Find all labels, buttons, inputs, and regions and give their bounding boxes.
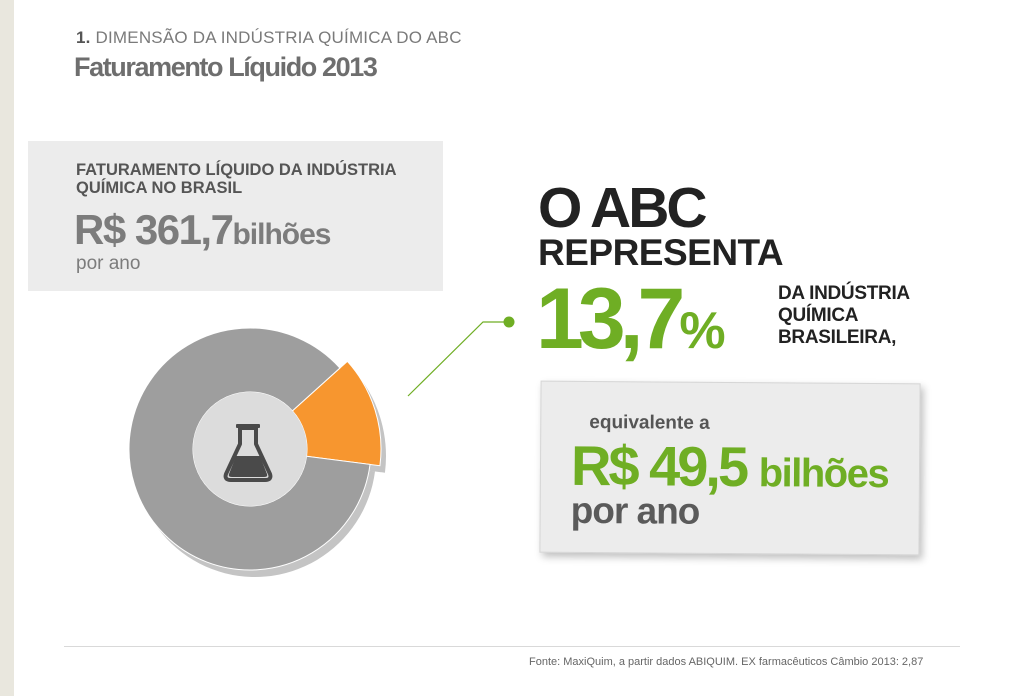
- equivalent-note-card: equivalente a R$ 49,5 bilhões por ano: [539, 380, 921, 556]
- flask-icon: [223, 424, 273, 482]
- equivalent-period: por ano: [570, 489, 700, 532]
- brazil-revenue-box: FATURAMENTO LÍQUIDO DA INDÚSTRIA QUÍMICA…: [28, 141, 443, 291]
- equivalent-unit: bilhões: [758, 451, 889, 497]
- section-number: 1.: [76, 28, 91, 47]
- equivalent-value: R$ 49,5: [570, 433, 747, 499]
- brazil-revenue-label: FATURAMENTO LÍQUIDO DA INDÚSTRIA QUÍMICA…: [76, 161, 396, 197]
- share-description: DA INDÚSTRIA QUÍMICA BRASILEIRA,: [778, 283, 910, 348]
- section-title: DIMENSÃO DA INDÚSTRIA QUÍMICA DO ABC: [95, 28, 462, 47]
- footer-divider: [64, 646, 960, 647]
- section-heading: 1. DIMENSÃO DA INDÚSTRIA QUÍMICA DO ABC: [76, 28, 462, 48]
- represents-heading: REPRESENTA: [538, 232, 784, 273]
- connector-line: [407, 321, 508, 397]
- connector-dot: [503, 316, 515, 328]
- brazil-revenue-period: por ano: [76, 253, 141, 274]
- brazil-revenue-value: R$ 361,7: [74, 206, 234, 253]
- source-note: Fonte: MaxiQuim, a partir dados ABIQUIM.…: [529, 656, 924, 668]
- page-title: Faturamento Líquido 2013: [74, 52, 378, 82]
- abc-heading: O ABC: [538, 176, 708, 240]
- share-percentage-sign: %: [679, 302, 726, 360]
- donut-center: [193, 392, 307, 506]
- brazil-revenue-amount: R$ 361,7bilhões: [74, 206, 331, 258]
- donut-slices: [128, 327, 382, 571]
- brazil-revenue-unit: bilhões: [232, 218, 331, 251]
- left-edge-strip: [0, 0, 14, 696]
- share-percentage-value: 13,7: [536, 271, 685, 367]
- equivalent-label: equivalente a: [589, 412, 710, 434]
- share-percentage: 13,7%: [536, 272, 726, 378]
